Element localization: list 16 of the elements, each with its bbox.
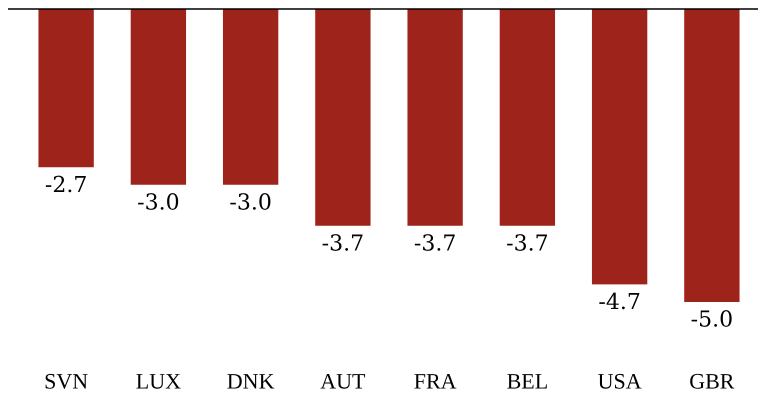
data-label: -5.0 <box>690 308 734 333</box>
data-label: -3.7 <box>322 231 364 256</box>
data-label: -4.7 <box>598 290 641 316</box>
x-tick-label: GBR <box>689 368 735 394</box>
data-label: -3.0 <box>229 190 272 216</box>
x-tick-label: FRA <box>414 368 457 394</box>
x-tick-label: BEL <box>506 368 548 394</box>
x-tick-label: DNK <box>226 368 275 394</box>
data-label: -3.0 <box>137 190 180 216</box>
x-tick-label: USA <box>598 368 642 394</box>
x-tick-label: LUX <box>136 368 182 394</box>
data-label: -3.7 <box>414 231 456 256</box>
x-tick-label: AUT <box>320 368 366 394</box>
x-tick-label: SVN <box>44 368 88 394</box>
data-label: -3.7 <box>506 231 549 256</box>
data-label: -2.7 <box>44 172 88 198</box>
